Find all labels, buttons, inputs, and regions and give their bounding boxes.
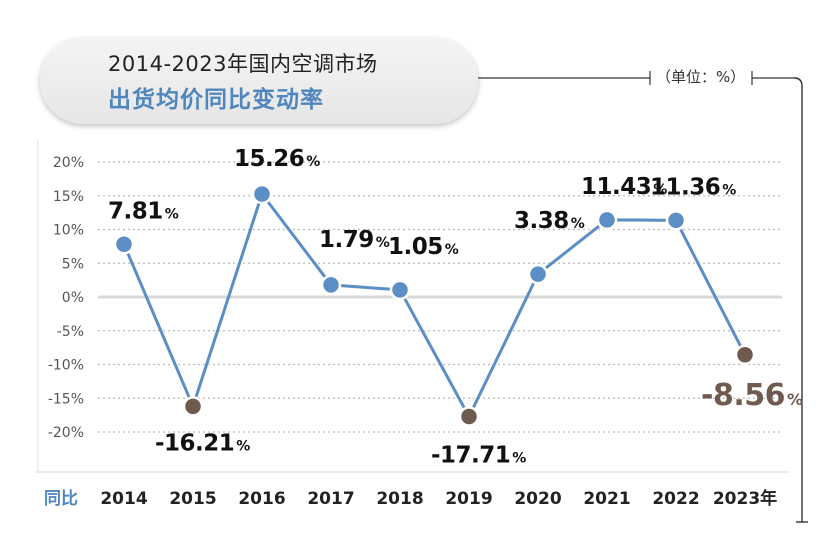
chart-subtitle: 出货均价同比变动率 — [108, 87, 324, 113]
data-point — [596, 209, 618, 231]
data-label: 3.38% — [514, 208, 585, 234]
x-tick-label: 2015 — [169, 489, 216, 509]
data-label: 11.43% — [581, 174, 667, 200]
x-tick-label: 2019 — [445, 489, 492, 509]
y-tick-label: -15% — [48, 391, 84, 407]
data-label: 1.05% — [388, 234, 459, 260]
data-label: 1.79% — [319, 227, 390, 253]
title-banner — [40, 38, 478, 124]
data-points — [113, 183, 756, 427]
grid-lines — [98, 161, 782, 433]
x-tick-label: 2021 — [583, 489, 630, 509]
data-label: 11.36% — [650, 174, 736, 200]
chart-decorations — [36, 71, 808, 523]
x-tick-label: 2018 — [376, 489, 423, 509]
chart-title: 2014-2023年国内空调市场 — [108, 52, 378, 76]
y-tick-label: -20% — [48, 425, 84, 441]
y-tick-label: 15% — [53, 189, 84, 205]
y-tick-label: 20% — [53, 155, 84, 171]
x-tick-label: 2017 — [307, 489, 354, 509]
data-label: -17.71% — [431, 443, 526, 469]
series-line — [122, 192, 747, 419]
data-point — [389, 279, 411, 301]
y-tick-label: 0% — [62, 290, 84, 306]
data-label: 15.26% — [234, 146, 320, 172]
x-tick-label: 2023年 — [713, 488, 777, 509]
data-label: 7.81% — [108, 198, 179, 224]
data-label: -16.21% — [155, 430, 250, 456]
data-point — [527, 263, 549, 285]
data-point — [458, 406, 480, 427]
x-tick-label: 2022 — [652, 489, 699, 509]
y-tick-label: -5% — [57, 324, 84, 340]
data-labels: 7.81 % -16.21 % 15.26 % 1.79 %1.05 % -17.71 % 3.38%… — [108, 146, 803, 469]
x-row-label: 同比 — [44, 488, 78, 509]
y-axis-ticks: 20% 15% 10% 5% 0% -5% -10% -15% -20% — [48, 155, 84, 441]
data-point — [182, 396, 204, 417]
series-line-group — [122, 192, 747, 419]
x-tick-label: 2016 — [238, 489, 285, 509]
unit-label: （单位：%） — [656, 68, 746, 86]
data-point — [665, 210, 687, 231]
y-tick-label: -10% — [48, 358, 84, 374]
x-tick-label: 2020 — [514, 489, 561, 509]
data-label: -8.56% — [701, 378, 803, 413]
right-bracket — [793, 77, 803, 522]
data-point — [251, 183, 273, 205]
data-point — [320, 274, 342, 296]
data-point — [113, 234, 135, 255]
x-tick-label: 2014 — [100, 489, 147, 509]
y-tick-label: 10% — [53, 223, 84, 239]
data-point — [734, 344, 756, 366]
x-axis: 同比 2014 2015 2016 2017 2018 2019 2020 2021 2022 20… — [44, 488, 777, 509]
y-tick-label: 5% — [62, 256, 84, 272]
